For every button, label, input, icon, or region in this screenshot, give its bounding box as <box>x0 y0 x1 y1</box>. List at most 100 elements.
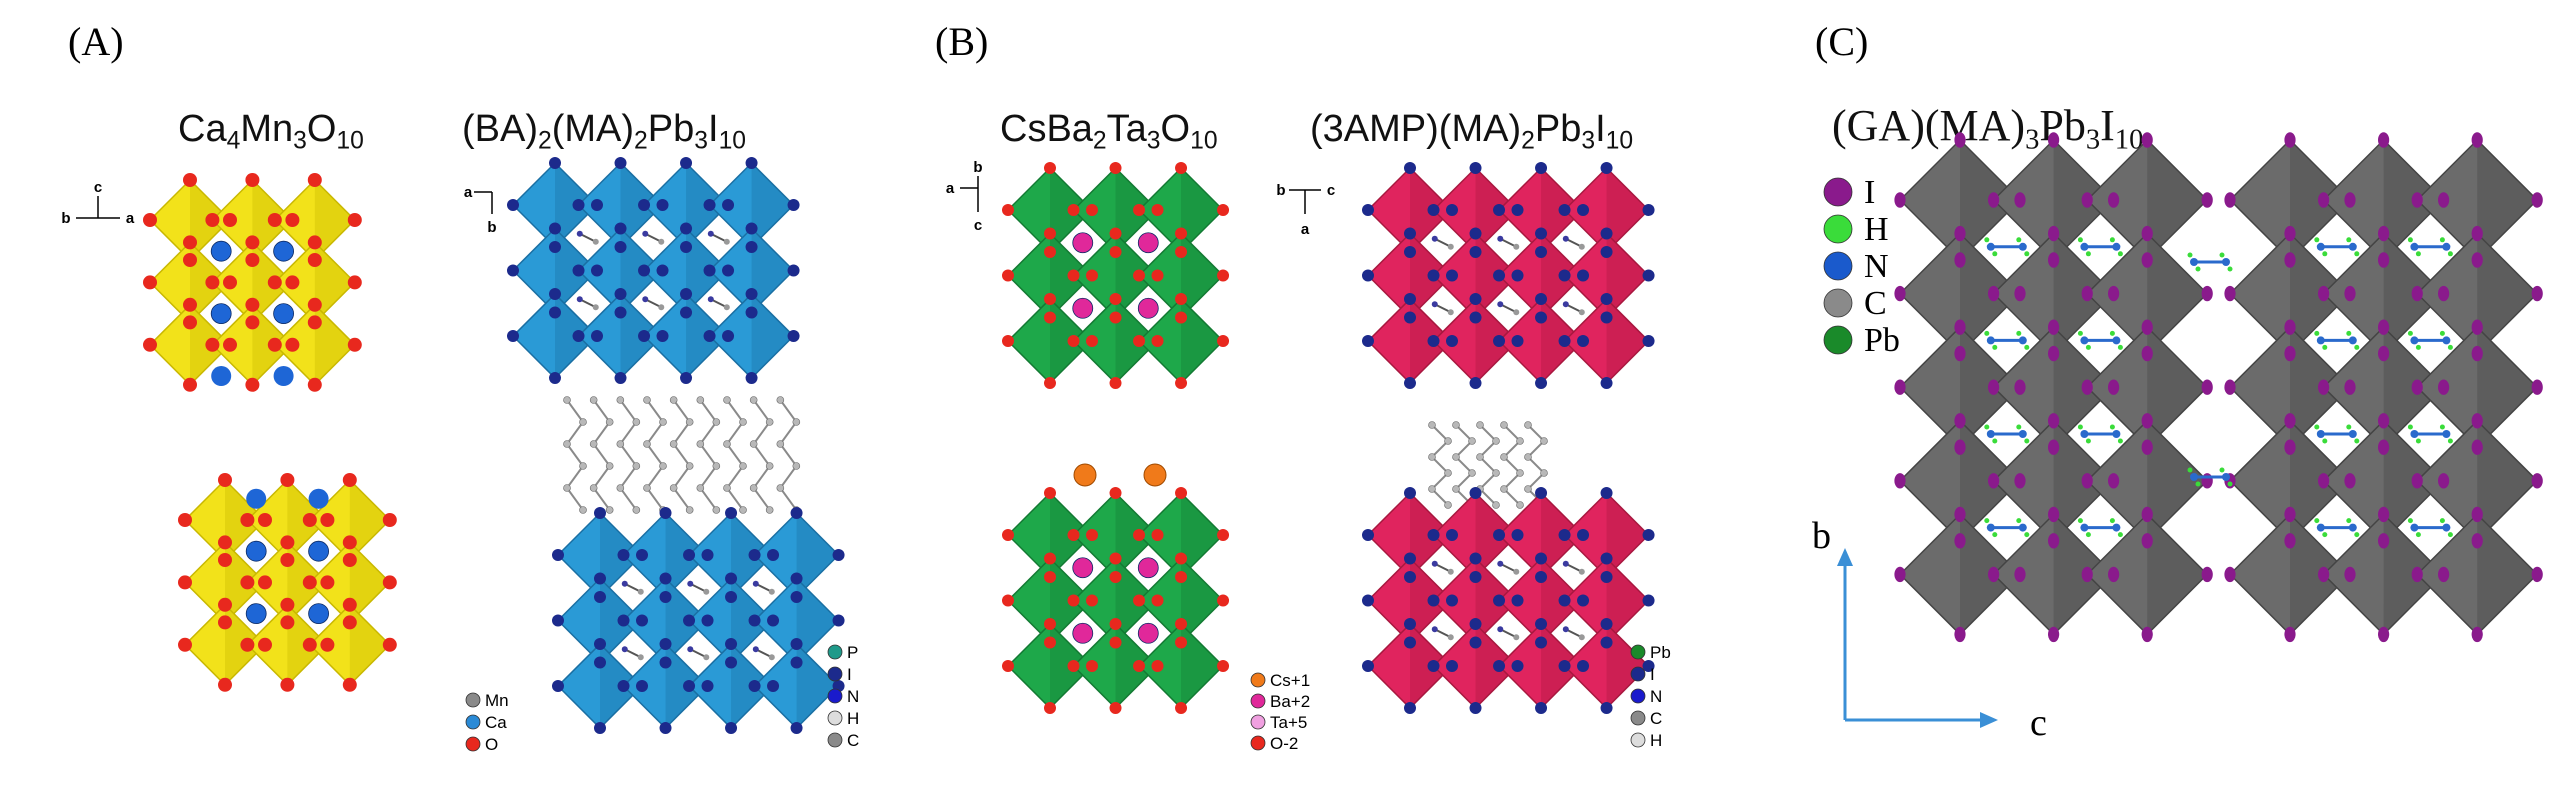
octahedron-shade <box>1181 299 1224 384</box>
organic-atom <box>2316 523 2325 532</box>
anion-atom <box>1577 204 1590 216</box>
anion-atom <box>1988 566 2000 583</box>
anion-atom <box>2201 192 2213 208</box>
anion-atom <box>507 199 519 211</box>
chain-atom <box>643 440 651 448</box>
anion-atom <box>1362 204 1374 216</box>
organic-atom <box>1497 235 1504 242</box>
organic-atom <box>2219 252 2225 258</box>
anion-atom <box>787 264 800 277</box>
legend-swatch <box>1823 251 1853 281</box>
anion-atom <box>1988 285 2000 302</box>
anion-atom <box>2471 439 2483 455</box>
anion-atom <box>183 173 197 187</box>
anion-atom <box>2438 473 2450 489</box>
anion-atom <box>1535 487 1548 499</box>
anion-atom <box>1954 319 1966 335</box>
anion-atom <box>1002 594 1014 607</box>
chain-atom <box>1428 453 1436 461</box>
anion-atom <box>1446 594 1458 607</box>
anion-atom <box>1988 473 2000 489</box>
cation-atom <box>308 540 330 562</box>
organic-atom <box>2117 438 2123 444</box>
organic-atom <box>2410 336 2419 345</box>
anion-atom <box>240 575 255 590</box>
octahedron-shade <box>349 604 390 685</box>
organic-atom <box>752 646 759 653</box>
organic-atom <box>1431 560 1438 567</box>
anion-atom <box>2141 506 2153 523</box>
anion-atom <box>1427 335 1440 348</box>
chain-atom <box>632 506 641 514</box>
anion-atom <box>680 306 693 319</box>
anion-atom <box>2411 566 2423 583</box>
anion-atom <box>342 535 357 550</box>
anion-atom <box>1642 660 1655 673</box>
anion-atom <box>1894 566 1906 583</box>
chain-atom <box>616 396 625 404</box>
anion-atom <box>701 680 714 693</box>
anion-atom <box>748 549 761 561</box>
cation-atom <box>308 603 330 624</box>
organic-atom <box>2314 237 2320 243</box>
anion-atom <box>1469 377 1482 390</box>
chain-atom <box>1468 437 1476 445</box>
anion-atom <box>725 656 738 669</box>
anion-atom <box>745 372 758 385</box>
anion-atom <box>1988 379 2000 395</box>
anion-atom <box>382 513 397 527</box>
chain-atom <box>1428 485 1436 493</box>
anion-atom <box>1175 487 1188 499</box>
anion-atom <box>2048 345 2060 362</box>
organic-atom <box>2346 330 2352 336</box>
anion-atom <box>1535 618 1548 631</box>
anion-atom <box>659 572 672 585</box>
anion-atom <box>2108 192 2120 208</box>
cation-atom <box>1137 622 1159 644</box>
alkyl-chain <box>699 399 718 511</box>
anion-atom <box>2471 252 2483 268</box>
structure-csba2ta3o10 <box>1002 162 1230 715</box>
organic-atom <box>2219 467 2225 473</box>
legend-swatch <box>1823 214 1853 244</box>
organic-atom <box>2442 430 2451 438</box>
octahedron-shade <box>2147 420 2208 541</box>
organic-atom <box>2112 336 2121 345</box>
octahedron-shade <box>2477 233 2538 354</box>
axis-label: b <box>487 219 496 236</box>
organic-atom <box>707 230 714 237</box>
organic-atom <box>2447 532 2453 538</box>
organic-atom <box>2018 523 2027 532</box>
legend-label: N <box>1864 248 1889 285</box>
organic-atom <box>2407 330 2413 336</box>
chain-atom <box>749 396 758 404</box>
chain-atom <box>776 484 785 492</box>
legend-label: Cs+1 <box>1270 671 1310 690</box>
anion-atom <box>1151 335 1164 348</box>
organic-atom <box>1992 532 1998 538</box>
cation-atom <box>245 603 267 624</box>
organic-atom <box>1986 242 1995 251</box>
organic-atom <box>592 304 599 311</box>
anion-atom <box>2014 473 2026 489</box>
chain-atom <box>685 418 694 426</box>
chain-atom <box>669 396 678 404</box>
anion-atom <box>1493 594 1506 607</box>
anion-atom <box>1002 529 1014 541</box>
organic-atom <box>2117 344 2123 350</box>
organic-atom <box>2410 242 2419 251</box>
spacer-cation <box>1143 463 1167 487</box>
anion-atom <box>1175 702 1188 715</box>
anion-atom <box>1954 506 1966 523</box>
organic-atom <box>2018 430 2027 438</box>
legend-swatch <box>1250 714 1266 730</box>
anion-atom <box>683 680 696 693</box>
organic-atom <box>2439 424 2445 430</box>
organic-atom <box>2346 518 2352 524</box>
anion-atom <box>2378 413 2390 429</box>
anion-atom <box>683 549 696 561</box>
anion-atom <box>1044 311 1056 324</box>
chain-atom <box>1444 469 1452 477</box>
anion-atom <box>302 513 317 527</box>
anion-atom <box>245 173 260 187</box>
